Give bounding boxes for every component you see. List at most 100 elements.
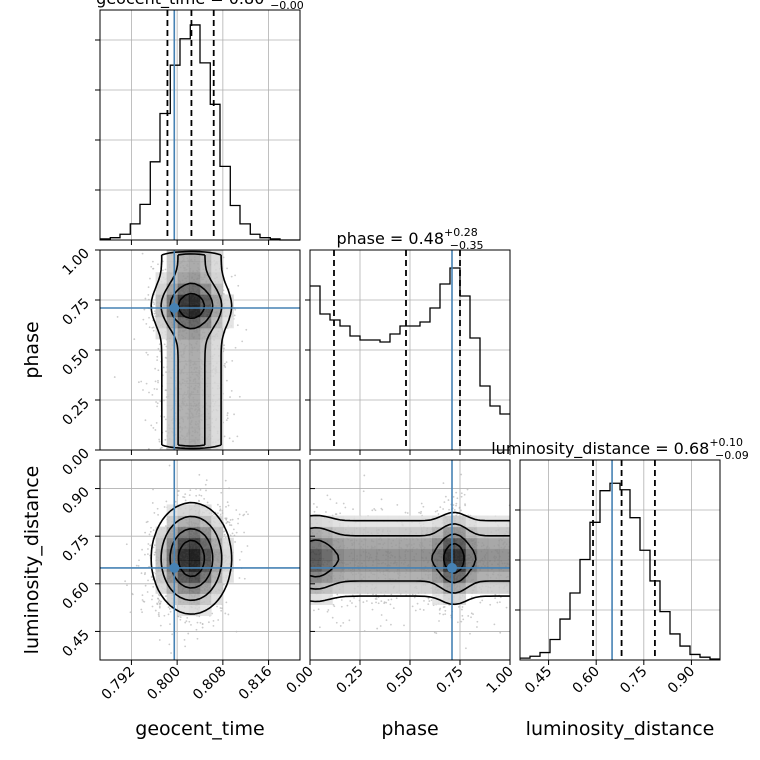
sample-point [489, 603, 492, 606]
sample-point [164, 525, 167, 527]
sample-point [187, 632, 190, 635]
sample-point [148, 533, 151, 536]
sample-point [470, 616, 472, 619]
sample-point [238, 395, 241, 398]
density-cell [200, 571, 212, 583]
sample-point [157, 263, 159, 266]
sample-point [231, 359, 234, 362]
sample-point [198, 494, 201, 497]
sample-point [167, 606, 170, 609]
density-cell [177, 383, 190, 395]
sample-point [152, 546, 155, 549]
density-cell [222, 548, 234, 561]
sample-point [460, 495, 463, 498]
density-cell [188, 272, 201, 284]
density-cell [211, 515, 223, 528]
sample-point [158, 639, 161, 641]
sample-point [234, 274, 236, 277]
sample-point [469, 632, 471, 635]
contour-level-1 [160, 515, 223, 602]
density-cell [177, 438, 190, 450]
sample-point [339, 625, 342, 627]
sample-point [152, 427, 155, 429]
sample-point [152, 329, 155, 332]
sample-point [221, 512, 224, 514]
sample-point [375, 593, 377, 596]
sample-point [224, 612, 227, 615]
density-cell [222, 294, 234, 307]
sample-point [458, 507, 461, 509]
sample-point [183, 496, 186, 499]
sample-point [224, 362, 226, 365]
sample-point [438, 608, 441, 611]
sample-point [222, 289, 225, 292]
sample-point [164, 438, 167, 441]
density-cell [188, 283, 201, 295]
sample-point [436, 509, 439, 512]
density-cell [166, 416, 179, 429]
density-cell [222, 560, 234, 572]
sample-point [453, 509, 456, 511]
sample-point [227, 613, 230, 616]
sample-point [375, 598, 378, 600]
density-cell [211, 338, 223, 351]
sample-point [505, 606, 508, 609]
sample-point [476, 626, 478, 628]
sample-point [142, 318, 145, 321]
sample-point [241, 340, 244, 343]
sample-point [455, 502, 458, 505]
sample-point [195, 494, 198, 497]
sample-point [158, 438, 161, 441]
sample-point [234, 346, 237, 349]
sample-point [188, 494, 191, 497]
density-cell [211, 593, 223, 605]
sample-point [196, 621, 199, 624]
sample-point [427, 603, 430, 606]
sample-point [464, 504, 467, 507]
sample-point [156, 388, 158, 391]
sample-point [179, 618, 182, 621]
sample-point [329, 498, 332, 501]
density-cell [155, 316, 168, 329]
density-cell [200, 405, 212, 418]
sample-point [158, 615, 160, 618]
sample-point [247, 513, 249, 516]
density-cell [188, 571, 201, 583]
sample-point [312, 502, 315, 505]
sample-point [349, 600, 352, 602]
sample-point [233, 413, 235, 416]
density-cell [188, 338, 201, 351]
axes-frame [99, 459, 301, 661]
sample-point [158, 605, 161, 608]
sample-point [225, 518, 228, 521]
sample-point [461, 608, 463, 611]
sample-point [142, 389, 144, 391]
sample-point [154, 367, 157, 370]
density-cell [177, 361, 190, 373]
sample-point [365, 600, 368, 602]
sample-point [226, 412, 229, 414]
sample-point [420, 510, 423, 513]
sample-point [141, 548, 143, 551]
sample-point [225, 379, 228, 382]
sample-point [380, 600, 383, 602]
sample-point [150, 424, 153, 427]
density-cell [166, 250, 179, 262]
sample-point [229, 524, 231, 526]
sample-point [222, 293, 225, 295]
sample-point [220, 609, 223, 612]
sample-point [152, 585, 155, 588]
sample-point [146, 591, 149, 593]
density-cell [188, 537, 201, 550]
sample-point [156, 402, 159, 405]
sample-point [157, 593, 160, 596]
sample-point [411, 593, 414, 596]
sample-point [157, 597, 159, 600]
sample-point [442, 508, 445, 510]
sample-point [147, 298, 150, 301]
sample-point [340, 605, 343, 608]
density-cell [177, 372, 190, 384]
sample-point [363, 630, 366, 632]
sample-point [162, 366, 165, 369]
sample-point [438, 620, 440, 622]
